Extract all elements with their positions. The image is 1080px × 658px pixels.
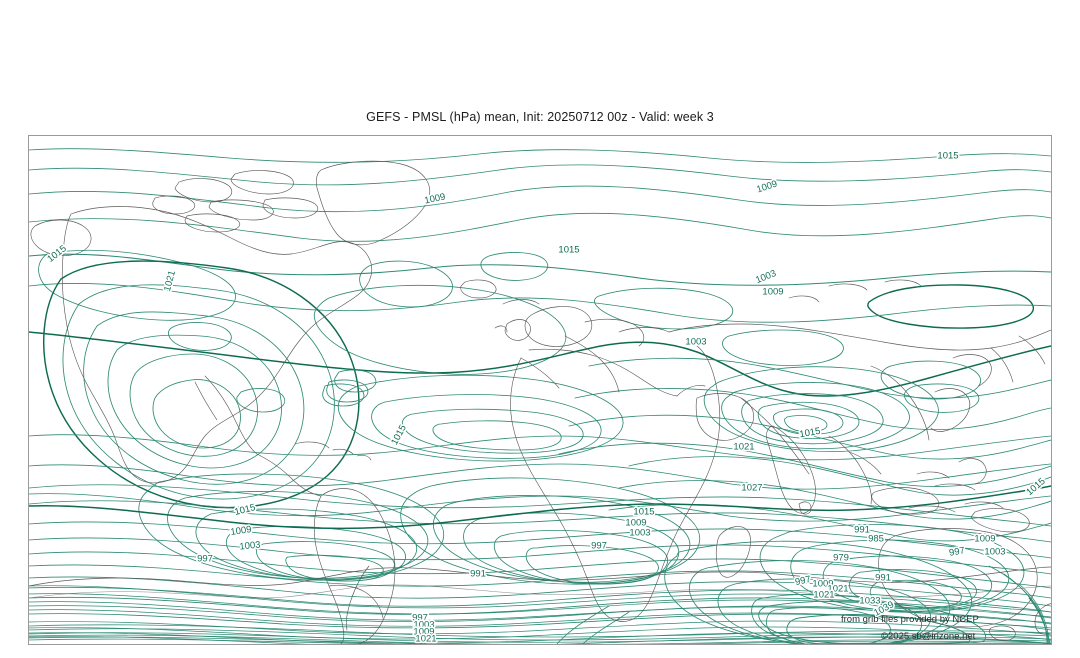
- contour-label: 1009: [625, 518, 646, 529]
- credit-copyright: ©2025 sb@irizone.net: [881, 631, 976, 642]
- contour-label: 1015: [389, 423, 409, 447]
- contour-label: 1033: [859, 596, 880, 607]
- contour-label: 1021: [733, 442, 754, 453]
- contour-label: 1027: [741, 483, 762, 494]
- contour-label: 1009: [230, 524, 252, 538]
- contour-label: 1009: [755, 179, 779, 196]
- contour-label: 1009: [974, 534, 995, 545]
- contour-label: 1009: [625, 518, 646, 529]
- contour-label: 997: [591, 541, 607, 552]
- contour-label: 1015: [799, 426, 822, 441]
- contour-label: 1027: [741, 483, 762, 494]
- contour-label: 1003: [984, 547, 1005, 558]
- contour-label: 1003: [629, 528, 650, 539]
- contour-label: 1003: [413, 620, 434, 631]
- contour-label: 1015: [633, 507, 654, 518]
- contour-label: 991: [854, 525, 870, 536]
- contour-label: 1021: [827, 584, 848, 595]
- contour-label: 991: [470, 569, 486, 580]
- contour-label: 1015: [233, 502, 256, 518]
- contour-label: 997: [794, 574, 812, 588]
- contour-label: 1009: [424, 191, 447, 206]
- contour-label: 1033: [859, 596, 880, 607]
- contour-label: 991: [854, 525, 870, 536]
- contour-label: 1009: [762, 287, 783, 298]
- contour-label: 1009: [230, 524, 252, 538]
- contour-label: 1003: [629, 528, 650, 539]
- contour-label: 1015: [558, 245, 579, 256]
- contour-label: 1015: [799, 426, 822, 441]
- contour-label: 991: [875, 573, 891, 584]
- contour-label: 1009: [413, 627, 434, 638]
- contour-label: 1003: [984, 547, 1005, 558]
- page-title: GEFS - PMSL (hPa) mean, Init: 20250712 0…: [366, 110, 714, 124]
- coastlines: [29, 160, 1051, 644]
- contour-label: 997: [591, 541, 607, 552]
- contour-label: 1021: [415, 634, 436, 644]
- contour-label: 1003: [413, 620, 434, 631]
- contour-label: 985: [868, 534, 884, 545]
- contour-label: 1003: [239, 539, 261, 552]
- contour-label: 1003: [685, 337, 706, 348]
- contour-label: 1021: [733, 442, 754, 453]
- contour-label: 991: [470, 569, 486, 580]
- contour-label: 1009: [762, 287, 783, 298]
- contour-label: 997: [412, 613, 428, 624]
- contour-label: 1015: [633, 507, 654, 518]
- contour-label: 1015: [45, 243, 68, 265]
- map-plot-frame: 1015 1015 1009 1009 1009 1009 1015 1015 1015 1015…: [28, 135, 1052, 645]
- credit-source: from grib files provided by NCEP: [841, 614, 979, 625]
- contour-label: 979: [833, 553, 849, 564]
- contour-label: 997: [197, 554, 213, 565]
- contour-label: 1003: [685, 337, 706, 348]
- contour-label: 997: [197, 554, 213, 565]
- contour-label: 979: [833, 553, 849, 564]
- contour-label: 997: [948, 545, 966, 559]
- contour-lines: [29, 148, 1051, 644]
- contour-label: 1003: [754, 268, 778, 286]
- contour-label: 1021: [813, 590, 834, 601]
- contour-label: 997: [948, 545, 966, 559]
- contour-label: 1021: [415, 634, 436, 644]
- contour-label: 1015: [558, 245, 579, 256]
- contour-label: 991: [875, 573, 891, 584]
- contour-label: 1015: [937, 151, 958, 162]
- pmsl-contour-map: 1015101510091009100910091015101510151015…: [29, 148, 1051, 644]
- contour-label: 1021: [162, 269, 178, 292]
- contour-label: 1009: [812, 579, 833, 590]
- contour-label: 1021: [813, 590, 834, 601]
- contour-label: 1009: [812, 579, 833, 590]
- contour-label: 997: [412, 613, 428, 624]
- contour-label: 1009: [974, 534, 995, 545]
- contour-label: 1021: [827, 584, 848, 595]
- contour-label: 1009: [413, 627, 434, 638]
- contour-label: 1003: [239, 539, 261, 552]
- contour-label: 1015: [937, 151, 958, 162]
- contour-label: 997: [794, 574, 812, 588]
- contour-label: 985: [868, 534, 884, 545]
